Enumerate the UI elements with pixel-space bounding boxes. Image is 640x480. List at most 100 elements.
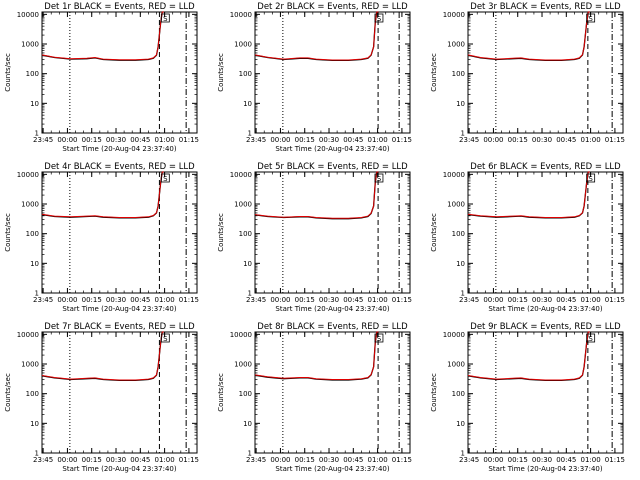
series-lld-line — [467, 171, 590, 218]
panel-8: Det 8r BLACK = Events, RED = LLD 1 10 100 10… — [217, 322, 412, 473]
x-tick-label: 01:15 — [605, 136, 625, 144]
x-tick-label: 00:45 — [343, 456, 363, 464]
plot-frame — [254, 11, 411, 134]
panel-1: Det 1r BLACK = Events, RED = LLD 1 10 100 10… — [4, 2, 199, 153]
y-axis-label: Counts/sec — [430, 53, 438, 92]
plot-frame — [41, 171, 198, 294]
x-tick-label: 00:45 — [130, 296, 150, 304]
y-tick-label: 100 — [452, 390, 465, 398]
y-tick-label: 100 — [239, 390, 252, 398]
y-tick-label: 1 — [461, 450, 465, 458]
x-tick-label: 01:15 — [179, 136, 199, 144]
y-tick-label: 1000 — [447, 201, 465, 209]
marker-label: S — [588, 175, 593, 183]
x-tick-label: 00:15 — [508, 136, 528, 144]
y-tick-label: 10 — [243, 260, 252, 268]
x-tick-label: 01:00 — [581, 296, 601, 304]
x-tick-label: 01:00 — [368, 456, 388, 464]
series-lld-line — [254, 171, 379, 219]
x-tick-label: 01:00 — [155, 296, 175, 304]
y-tick-label: 100 — [26, 390, 39, 398]
x-tick-label: 01:15 — [392, 136, 412, 144]
x-tick-label: 00:45 — [130, 456, 150, 464]
x-tick-label: 01:00 — [368, 296, 388, 304]
y-tick-label: 10000 — [443, 11, 465, 19]
chart-title: Det 1r BLACK = Events, RED = LLD — [44, 2, 195, 12]
series-lld-line — [41, 11, 164, 61]
x-tick-label: 00:15 — [82, 456, 102, 464]
y-tick-label: 100 — [26, 230, 39, 238]
y-tick-label: 1 — [35, 130, 39, 138]
marker-label: S — [588, 15, 593, 23]
plot-frame — [41, 11, 198, 134]
x-tick-label: 00:00 — [270, 136, 290, 144]
marker-box — [160, 13, 170, 23]
series-events-line — [254, 171, 379, 220]
panel-9: Det 9r BLACK = Events, RED = LLD 1 10 100 10… — [430, 322, 625, 473]
plot-frame — [467, 331, 624, 454]
marker-box — [160, 173, 170, 183]
y-tick-label: 10 — [30, 420, 39, 428]
x-tick-label: 23:45 — [33, 136, 53, 144]
y-tick-label: 100 — [239, 70, 252, 78]
marker-label: S — [163, 175, 168, 183]
x-tick-label: 00:30 — [532, 456, 552, 464]
x-tick-label: 00:00 — [483, 136, 503, 144]
chart-title: Det 8r BLACK = Events, RED = LLD — [257, 322, 408, 332]
x-tick-label: 00:30 — [106, 456, 126, 464]
marker-label: S — [377, 175, 382, 183]
x-axis-label: Start Time (20-Aug-04 23:37:40) — [275, 465, 389, 473]
y-tick-label: 10 — [243, 100, 252, 108]
y-tick-label: 10 — [456, 260, 465, 268]
y-axis-label: Counts/sec — [430, 373, 438, 412]
x-tick-label: 00:30 — [532, 296, 552, 304]
x-tick-label: 01:00 — [155, 136, 175, 144]
panel-6: Det 6r BLACK = Events, RED = LLD 1 10 100 10… — [430, 162, 625, 313]
y-tick-label: 1000 — [21, 361, 39, 369]
x-tick-label: 23:45 — [246, 456, 266, 464]
y-tick-label: 10 — [456, 100, 465, 108]
series-lld-line — [254, 11, 379, 61]
marker-box — [586, 333, 596, 343]
x-tick-label: 00:00 — [57, 136, 77, 144]
x-tick-label: 00:00 — [483, 456, 503, 464]
x-tick-label: 00:30 — [319, 456, 339, 464]
y-tick-label: 1000 — [447, 41, 465, 49]
y-tick-label: 1000 — [21, 41, 39, 49]
y-axis-label: Counts/sec — [217, 213, 225, 252]
marker-box — [374, 13, 384, 23]
x-tick-label: 23:45 — [459, 456, 479, 464]
y-tick-label: 10000 — [230, 11, 252, 19]
y-tick-label: 1000 — [234, 361, 252, 369]
x-tick-label: 00:00 — [57, 456, 77, 464]
y-tick-label: 10 — [30, 100, 39, 108]
x-tick-label: 00:00 — [483, 296, 503, 304]
panel-2: Det 2r BLACK = Events, RED = LLD 1 10 100 10… — [217, 2, 412, 153]
y-tick-label: 1 — [248, 450, 252, 458]
x-tick-label: 01:15 — [605, 456, 625, 464]
y-axis-label: Counts/sec — [217, 373, 225, 412]
y-axis-label: Counts/sec — [4, 373, 12, 412]
y-axis-label: Counts/sec — [430, 213, 438, 252]
x-axis-label: Start Time (20-Aug-04 23:37:40) — [62, 305, 176, 313]
x-tick-label: 01:15 — [179, 296, 199, 304]
x-axis-label: Start Time (20-Aug-04 23:37:40) — [488, 465, 602, 473]
series-events-line — [41, 331, 164, 382]
x-tick-label: 00:15 — [508, 296, 528, 304]
y-tick-label: 10000 — [17, 11, 39, 19]
marker-box — [374, 173, 384, 183]
chart-title: Det 2r BLACK = Events, RED = LLD — [257, 2, 408, 12]
y-axis-label: Counts/sec — [4, 213, 12, 252]
y-tick-label: 10 — [243, 420, 252, 428]
x-tick-label: 00:30 — [106, 136, 126, 144]
chart-title: Det 3r BLACK = Events, RED = LLD — [470, 2, 621, 12]
series-lld-line — [467, 331, 590, 381]
y-tick-label: 10000 — [230, 331, 252, 339]
y-axis-label: Counts/sec — [217, 53, 225, 92]
x-axis-label: Start Time (20-Aug-04 23:37:40) — [275, 305, 389, 313]
plot-frame — [41, 331, 198, 454]
x-tick-label: 23:45 — [459, 136, 479, 144]
series-lld-line — [41, 171, 164, 218]
y-tick-label: 100 — [452, 70, 465, 78]
y-tick-label: 1 — [461, 130, 465, 138]
